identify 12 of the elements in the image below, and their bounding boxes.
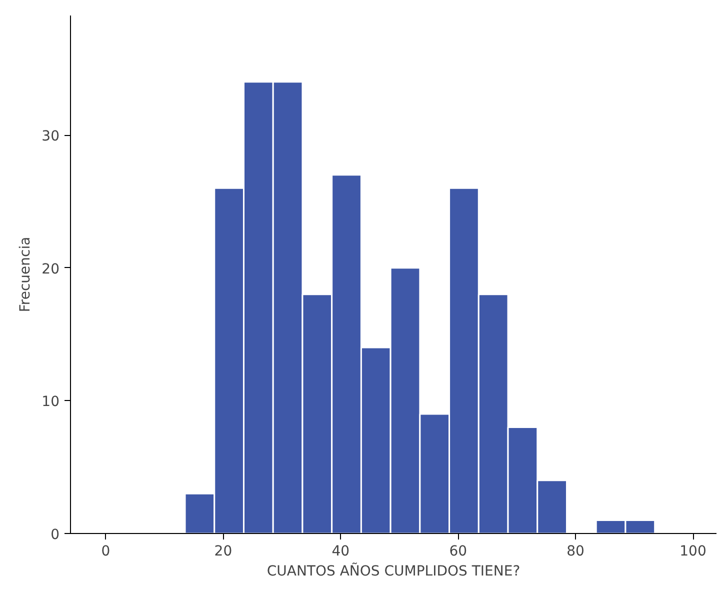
- y-tick-label: 0: [50, 527, 60, 543]
- y-tick-label: 30: [42, 128, 60, 145]
- y-tick-label: 10: [42, 394, 60, 410]
- x-tick-label: 80: [566, 544, 584, 560]
- x-axis-title: CUANTOS AÑOS CUMPLIDOS TIENE?: [266, 562, 520, 580]
- y-tick-label: 20: [42, 261, 60, 278]
- x-tick-label: 100: [680, 544, 706, 560]
- x-tick-label: 40: [332, 544, 350, 560]
- x-tick-label: 20: [214, 544, 232, 560]
- y-axis-title: Frecuencia: [18, 236, 34, 312]
- x-tick-label: 0: [101, 544, 110, 560]
- x-tick-label: 60: [449, 544, 468, 560]
